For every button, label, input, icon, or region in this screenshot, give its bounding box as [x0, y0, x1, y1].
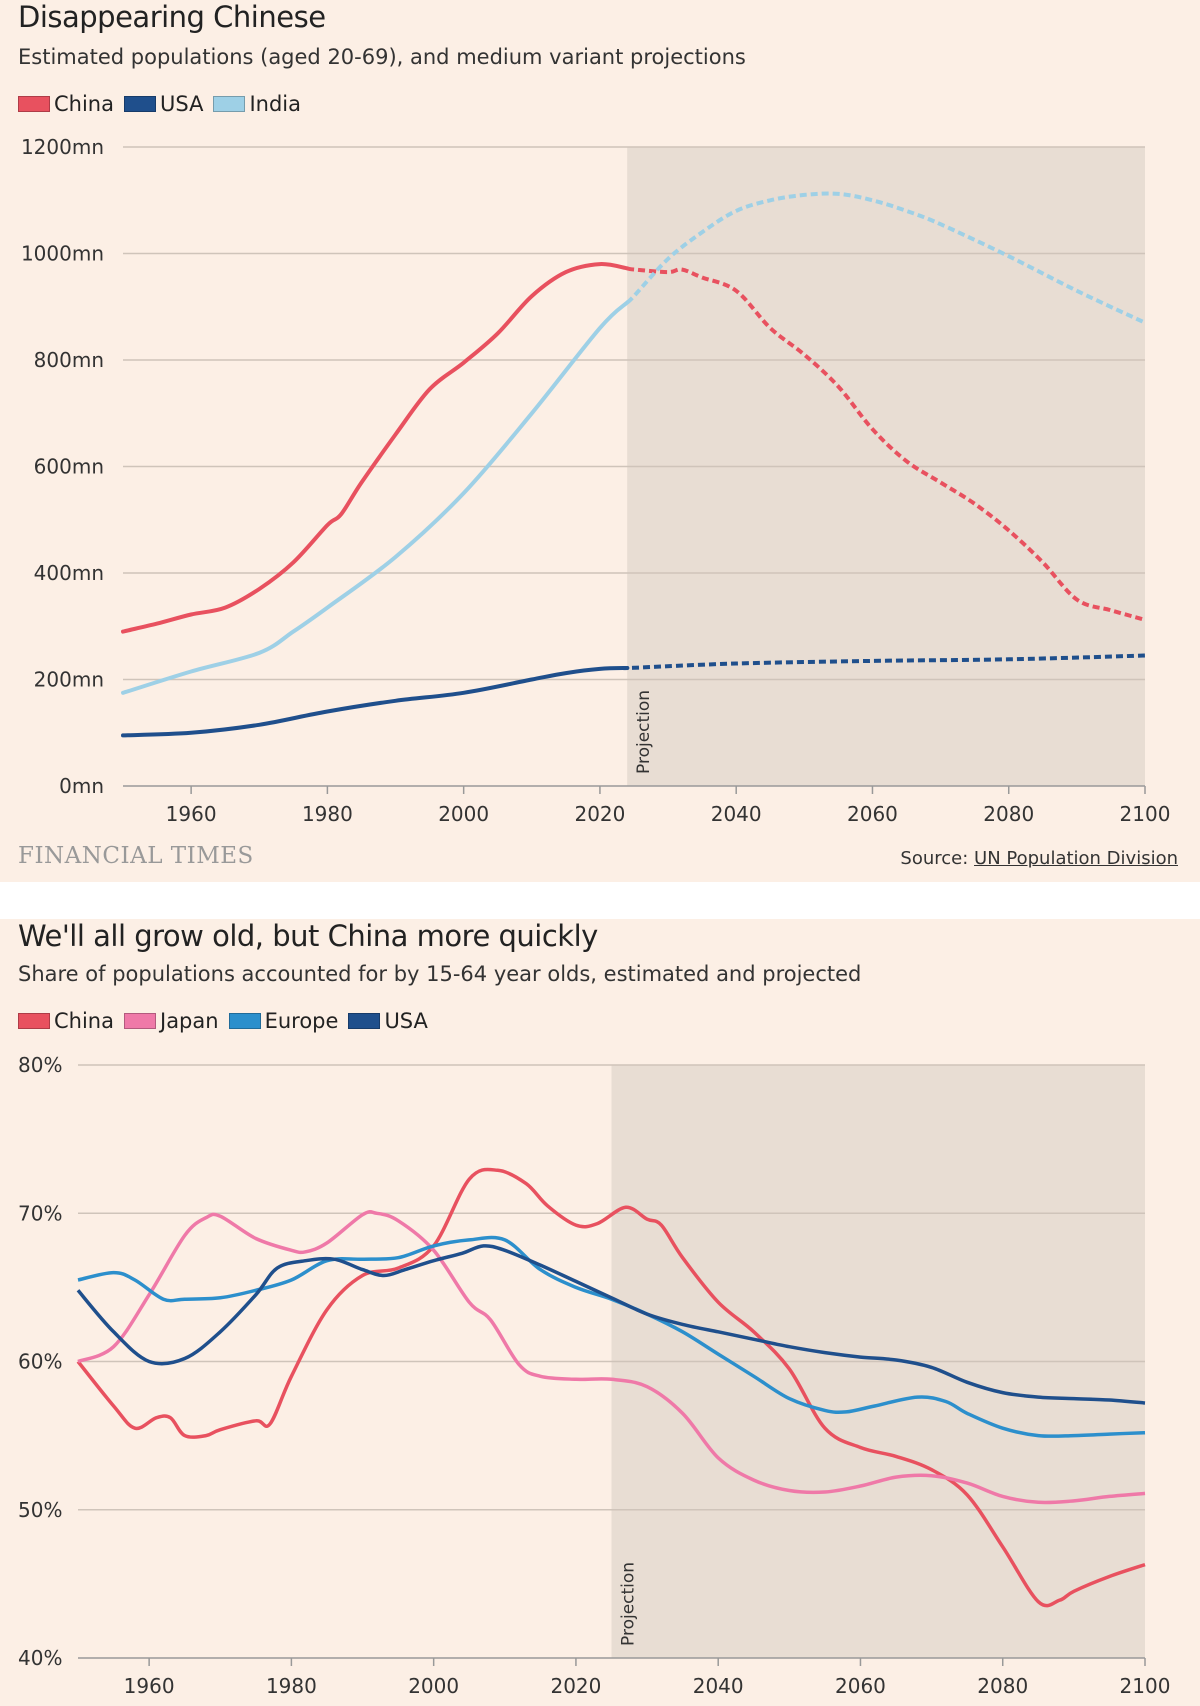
legend-swatch: [213, 96, 246, 112]
chart-working-age: 40% 50% 60% 70% 80% 1960 1980 2000 2020 2040 2060 2…: [18, 1053, 1171, 1698]
legend-label: USA: [160, 92, 204, 116]
y-tick-label: 600mn: [34, 455, 104, 479]
source-label: Source:: [900, 848, 969, 869]
series-line-japan: [77, 1210, 1146, 1505]
x-tick-label: 1980: [302, 802, 353, 826]
x-tick-label: 2060: [847, 802, 898, 826]
x-tick-label: 1960: [166, 802, 217, 826]
legend-label: India: [249, 92, 302, 116]
legend-swatch: [124, 1013, 156, 1029]
y-tick-label: 0mn: [59, 774, 104, 798]
legend-swatch: [18, 1013, 50, 1029]
legend-label: China: [54, 1009, 114, 1033]
source-note: Source: UN Population Division: [900, 848, 1178, 869]
x-tick-label: 2100: [1120, 802, 1171, 826]
y-tick-label: 60%: [18, 1350, 62, 1374]
legend-item-japan: Japan: [124, 1009, 219, 1033]
legend-label: Europe: [264, 1009, 339, 1033]
x-tick-label: 2080: [977, 1674, 1028, 1698]
chart-subtitle: Estimated populations (aged 20-69), and …: [18, 45, 746, 69]
y-tick-label: 1200mn: [21, 135, 104, 159]
x-tick-label: 2040: [693, 1674, 744, 1698]
series-line-china: [121, 262, 630, 634]
legend-label: USA: [384, 1009, 428, 1033]
y-tick-label: 40%: [18, 1646, 62, 1670]
y-tick-label: 200mn: [34, 668, 104, 692]
y-tick-label: 70%: [18, 1201, 62, 1225]
legend-swatch: [18, 96, 50, 112]
series-line-china: [76, 1167, 1146, 1608]
legend-swatch: [228, 1013, 261, 1029]
legend-item-europe: Europe: [228, 1009, 339, 1033]
chart-subtitle: Share of populations accounted for by 15…: [18, 962, 862, 986]
x-tick-label: 2080: [983, 802, 1034, 826]
legend-label: Japan: [160, 1009, 219, 1033]
ft-logo: FINANCIAL TIMES: [18, 843, 254, 869]
chart-population: 0mn 200mn 400mn 600mn 800mn 1000mn 1200mn 1960 1…: [21, 135, 1171, 826]
series-projection-india: [625, 191, 1146, 325]
legend-item-usa: USA: [348, 1009, 428, 1033]
y-tick-label: 50%: [18, 1498, 62, 1522]
y-tick-label: 80%: [18, 1053, 62, 1077]
legend-swatch: [124, 96, 156, 112]
series-line-india: [121, 300, 630, 695]
x-tick-label: 1960: [124, 1674, 175, 1698]
x-tick-label: 1980: [266, 1674, 317, 1698]
x-tick-label: 2060: [835, 1674, 886, 1698]
x-tick-label: 2020: [574, 802, 625, 826]
x-tick-label: 2000: [438, 802, 489, 826]
y-tick-label: 800mn: [34, 348, 104, 372]
projection-label: Projection: [634, 690, 654, 774]
x-tick-label: 2100: [1120, 1674, 1171, 1698]
y-tick-label: 400mn: [34, 561, 104, 585]
series-line-usa: [76, 1244, 1146, 1405]
source-link[interactable]: UN Population Division: [974, 848, 1178, 869]
series-line-usa: [121, 666, 630, 738]
chart-panel-population: Disappearing Chinese Estimated populatio…: [0, 0, 1200, 882]
x-tick-label: 2020: [550, 1674, 601, 1698]
legend-item-usa: USA: [124, 92, 203, 116]
legend-swatch: [348, 1013, 381, 1029]
chart-panel-working-age: We'll all grow old, but China more quick…: [0, 919, 1200, 1706]
legend-label: China: [54, 92, 114, 116]
series-projection-china: [626, 266, 1146, 622]
chart-title: We'll all grow old, but China more quick…: [18, 919, 598, 953]
y-tick-label: 1000mn: [21, 242, 104, 266]
x-tick-label: 2040: [711, 802, 762, 826]
chart-title: Disappearing Chinese: [18, 0, 326, 34]
legend-item-china: China: [18, 1009, 114, 1033]
x-tick-label: 2000: [408, 1674, 459, 1698]
legend-item-china: China: [18, 92, 114, 116]
series-projection-usa: [622, 653, 1146, 671]
legend: China Japan Europe USA: [18, 1009, 428, 1033]
legend: China USA India: [18, 92, 301, 116]
legend-item-india: India: [213, 92, 301, 116]
projection-label: Projection: [619, 1562, 639, 1646]
